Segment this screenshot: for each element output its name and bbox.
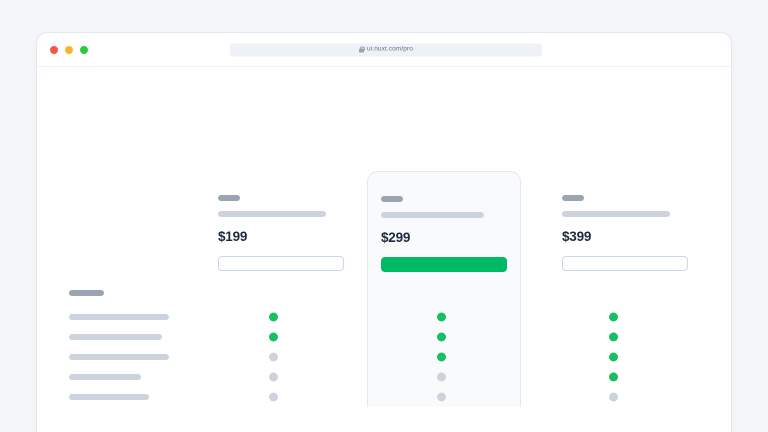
maximize-window-button[interactable]	[80, 45, 88, 54]
card-price: $199	[218, 229, 248, 244]
card-cta-button[interactable]	[562, 256, 688, 271]
card-subtitle-skeleton	[218, 211, 326, 217]
feature-row	[37, 347, 731, 367]
feature-included-icon	[609, 312, 618, 322]
pricing-card-basic[interactable]: $199	[205, 178, 357, 271]
feature-excluded-icon	[609, 392, 618, 402]
feature-label-skeleton	[69, 374, 141, 380]
feature-included-icon	[437, 352, 446, 362]
feature-row	[37, 367, 731, 387]
feature-included-icon	[437, 312, 446, 322]
browser-titlebar: ui.nuxt.com/pro	[37, 33, 731, 67]
feature-included-icon	[269, 312, 278, 322]
address-bar-url: ui.nuxt.com/pro	[367, 45, 413, 53]
feature-label-skeleton	[69, 354, 169, 360]
browser-window: ui.nuxt.com/pro $199 $299 $399	[36, 32, 732, 432]
card-title-skeleton	[381, 196, 403, 202]
minimize-window-button[interactable]	[65, 45, 73, 54]
card-price: $399	[562, 229, 592, 244]
feature-excluded-icon	[269, 352, 278, 362]
feature-comparison-table	[37, 307, 731, 407]
feature-excluded-icon	[269, 372, 278, 382]
card-price: $299	[381, 230, 411, 245]
page-content: $199 $299 $399	[37, 67, 731, 432]
feature-label-skeleton	[69, 334, 162, 340]
feature-label-skeleton	[69, 394, 149, 400]
feature-excluded-icon	[269, 392, 278, 402]
feature-included-icon	[437, 332, 446, 342]
feature-row	[37, 307, 731, 327]
feature-included-icon	[609, 352, 618, 362]
card-title-skeleton	[218, 195, 240, 201]
card-subtitle-skeleton	[562, 211, 670, 217]
feature-included-icon	[609, 332, 618, 342]
close-window-button[interactable]	[50, 45, 58, 54]
feature-label-skeleton	[69, 314, 169, 320]
lock-icon	[359, 46, 366, 53]
pricing-card-enterprise[interactable]: $399	[549, 178, 701, 271]
feature-included-icon	[269, 332, 278, 342]
window-controls[interactable]	[50, 45, 88, 54]
feature-row	[37, 387, 731, 407]
feature-included-icon	[609, 372, 618, 382]
address-bar[interactable]: ui.nuxt.com/pro	[230, 43, 542, 56]
card-cta-button[interactable]	[381, 257, 507, 272]
features-heading-skeleton	[69, 290, 104, 296]
feature-excluded-icon	[437, 372, 446, 382]
feature-row	[37, 327, 731, 347]
card-title-skeleton	[562, 195, 584, 201]
card-subtitle-skeleton	[381, 212, 484, 218]
card-cta-button[interactable]	[218, 256, 344, 271]
feature-excluded-icon	[437, 392, 446, 402]
